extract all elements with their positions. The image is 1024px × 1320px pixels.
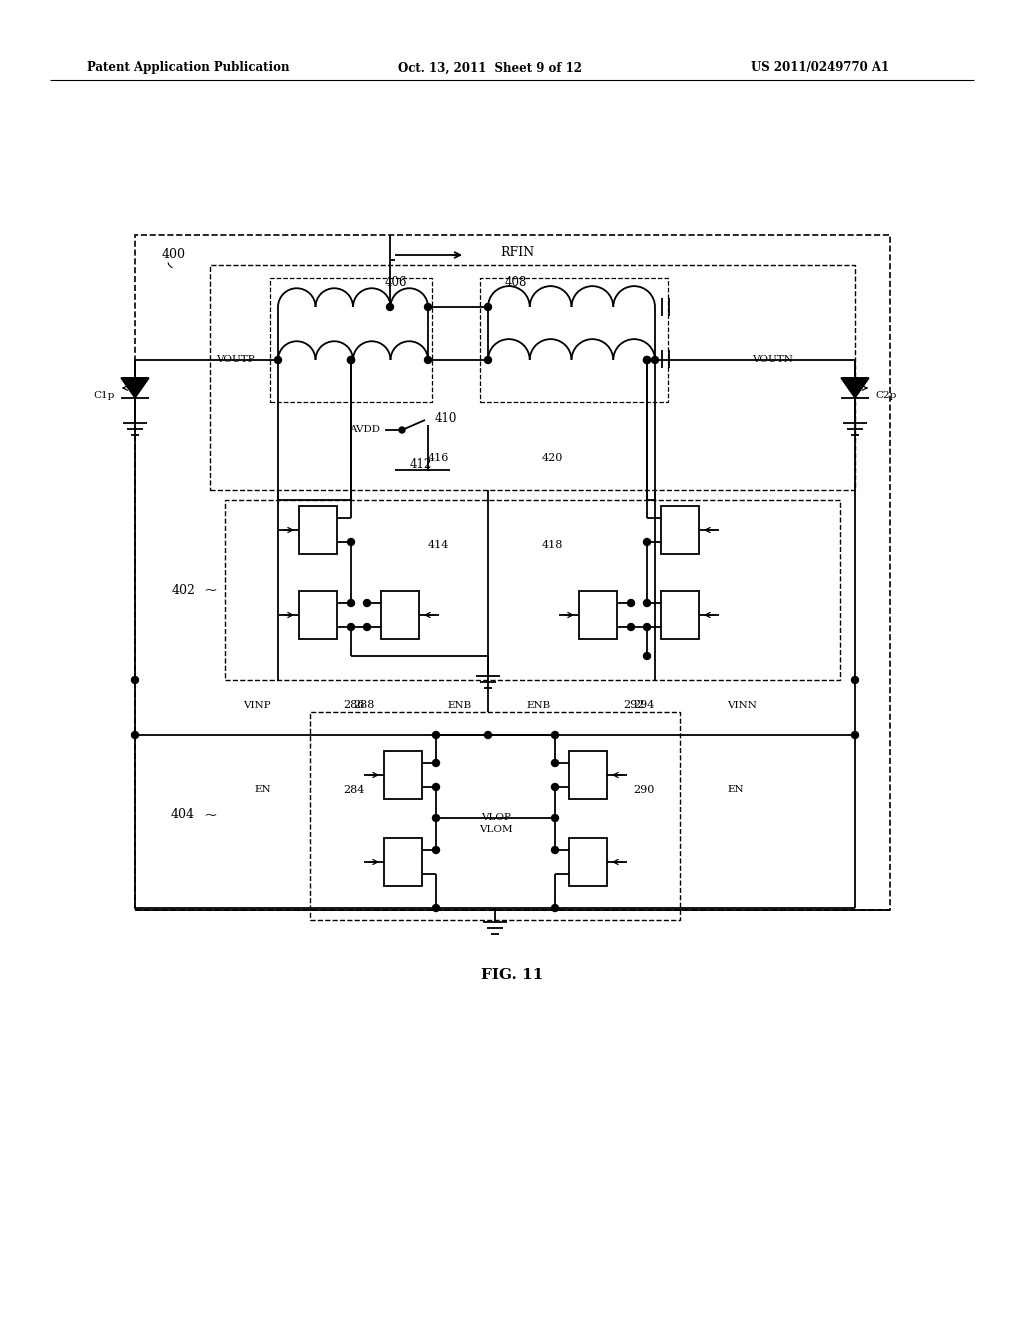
Text: 406: 406 — [385, 276, 408, 289]
Bar — [480, 279, 668, 403]
Text: AVDD: AVDD — [349, 425, 380, 434]
Text: 408: 408 — [505, 276, 527, 289]
Text: ENB: ENB — [526, 701, 551, 710]
Text: 414: 414 — [428, 540, 450, 550]
Circle shape — [484, 356, 492, 363]
Bar — [210, 265, 855, 490]
Circle shape — [484, 304, 492, 310]
Text: ENB: ENB — [447, 701, 471, 710]
Circle shape — [552, 904, 558, 912]
Text: VLOM: VLOM — [479, 825, 513, 834]
Bar — [299, 506, 337, 554]
Text: VOUTP: VOUTP — [216, 355, 254, 364]
Bar — [662, 506, 699, 554]
Text: 294: 294 — [634, 700, 655, 710]
Circle shape — [347, 623, 354, 631]
Text: 418: 418 — [542, 540, 563, 550]
Polygon shape — [121, 378, 150, 399]
Circle shape — [643, 652, 650, 660]
Bar — [662, 591, 699, 639]
Text: C2p: C2p — [874, 391, 896, 400]
Text: Patent Application Publication: Patent Application Publication — [87, 62, 289, 74]
Text: VLOP: VLOP — [481, 813, 511, 822]
Circle shape — [425, 356, 431, 363]
Text: 412: 412 — [410, 458, 432, 471]
Text: RFIN: RFIN — [500, 247, 535, 260]
Circle shape — [364, 599, 371, 606]
Circle shape — [131, 731, 138, 738]
Text: 286: 286 — [343, 700, 365, 710]
Circle shape — [643, 623, 650, 631]
Circle shape — [643, 599, 650, 606]
Text: 290: 290 — [634, 785, 655, 795]
Circle shape — [484, 731, 492, 738]
Circle shape — [552, 814, 558, 821]
Text: VINN: VINN — [727, 701, 757, 710]
Circle shape — [432, 731, 439, 738]
Circle shape — [131, 676, 138, 684]
Bar — [384, 751, 422, 799]
Circle shape — [643, 539, 650, 545]
Text: Oct. 13, 2011  Sheet 9 of 12: Oct. 13, 2011 Sheet 9 of 12 — [398, 62, 582, 74]
Text: FIG. 11: FIG. 11 — [481, 968, 543, 982]
Text: C1p: C1p — [93, 391, 115, 400]
Circle shape — [651, 356, 658, 363]
Circle shape — [347, 599, 354, 606]
Bar — [270, 279, 432, 403]
Text: ~: ~ — [203, 582, 217, 598]
Bar — [384, 838, 422, 886]
Bar — [310, 711, 680, 920]
Circle shape — [628, 623, 635, 631]
Text: 284: 284 — [343, 785, 365, 795]
Circle shape — [432, 784, 439, 791]
Text: 400: 400 — [162, 248, 186, 261]
Bar — [135, 235, 890, 909]
Circle shape — [347, 539, 354, 545]
Circle shape — [628, 599, 635, 606]
Text: VINP: VINP — [244, 701, 271, 710]
Text: 292: 292 — [623, 700, 644, 710]
Circle shape — [432, 759, 439, 767]
Circle shape — [552, 784, 558, 791]
Text: 402: 402 — [171, 583, 195, 597]
Circle shape — [274, 356, 282, 363]
Bar — [225, 500, 840, 680]
Text: VOUTN: VOUTN — [753, 355, 794, 364]
Text: 404: 404 — [171, 808, 195, 821]
Bar — [569, 838, 607, 886]
Circle shape — [643, 356, 650, 363]
Circle shape — [425, 304, 431, 310]
Circle shape — [432, 846, 439, 854]
Circle shape — [347, 356, 354, 363]
Circle shape — [364, 623, 371, 631]
Text: EN: EN — [254, 785, 271, 795]
Circle shape — [432, 814, 439, 821]
Text: 420: 420 — [542, 453, 563, 463]
Circle shape — [852, 731, 858, 738]
Circle shape — [432, 904, 439, 912]
Text: 288: 288 — [353, 700, 375, 710]
Circle shape — [347, 356, 354, 363]
Bar — [381, 591, 419, 639]
Bar — [299, 591, 337, 639]
Circle shape — [643, 356, 650, 363]
Circle shape — [552, 846, 558, 854]
Text: US 2011/0249770 A1: US 2011/0249770 A1 — [751, 62, 889, 74]
Polygon shape — [841, 378, 869, 399]
Circle shape — [386, 304, 393, 310]
Text: 410: 410 — [435, 412, 458, 425]
Text: EN: EN — [727, 785, 743, 795]
Text: ~: ~ — [203, 807, 217, 824]
Bar — [569, 751, 607, 799]
Circle shape — [399, 426, 406, 433]
Circle shape — [552, 731, 558, 738]
Bar — [579, 591, 617, 639]
Circle shape — [552, 759, 558, 767]
Circle shape — [852, 676, 858, 684]
Text: 416: 416 — [428, 453, 450, 463]
